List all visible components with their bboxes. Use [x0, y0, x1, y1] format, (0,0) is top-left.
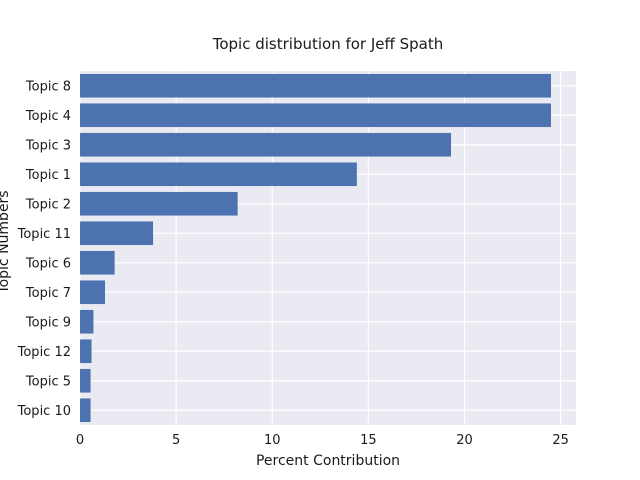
y-tick-label: Topic 2: [25, 197, 71, 212]
bar: [80, 309, 94, 334]
x-tick-label: 25: [552, 433, 569, 448]
bar: [80, 73, 552, 98]
bar: [80, 162, 357, 187]
y-axis-title: Topic Numbers: [0, 190, 12, 294]
bar: [80, 250, 115, 275]
bar: [80, 398, 91, 423]
y-tick-label: Topic 7: [25, 286, 71, 301]
y-tick-label: Topic 11: [17, 227, 71, 242]
plot-area: [80, 71, 576, 425]
bars: [80, 73, 552, 423]
x-tick-label: 10: [264, 433, 281, 448]
bar: [80, 132, 452, 157]
bar: [80, 339, 92, 364]
bar: [80, 368, 91, 393]
y-tick-label: Topic 4: [25, 109, 71, 124]
bar: [80, 103, 552, 128]
y-tick-label: Topic 1: [25, 168, 71, 183]
x-tick-label: 0: [76, 433, 84, 448]
chart-title: Topic distribution for Jeff Spath: [212, 35, 444, 53]
y-tick-label: Topic 8: [25, 79, 71, 94]
y-tick-label: Topic 6: [25, 256, 71, 271]
bar: [80, 191, 238, 216]
bar: [80, 280, 105, 305]
x-tick-label: 20: [456, 433, 473, 448]
y-tick-label: Topic 12: [17, 345, 71, 360]
y-tick-label: Topic 5: [25, 374, 71, 389]
x-tick-label: 5: [172, 433, 180, 448]
x-axis-title: Percent Contribution: [256, 453, 400, 469]
y-tick-label: Topic 9: [25, 315, 71, 330]
y-tick-labels: Topic 8 Topic 4 Topic 3 Topic 1 Topic 2 Topic…: [17, 79, 71, 419]
x-tick-labels: 0 5 10 15 20 25: [76, 433, 569, 448]
bar: [80, 221, 154, 246]
y-tick-label: Topic 10: [17, 404, 71, 419]
y-tick-label: Topic 3: [25, 138, 71, 153]
x-tick-label: 15: [360, 433, 377, 448]
